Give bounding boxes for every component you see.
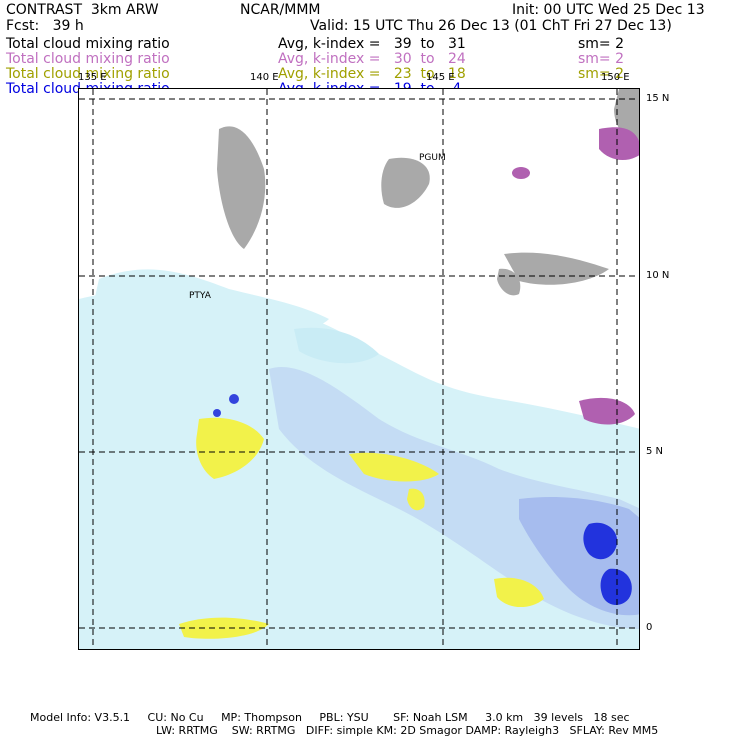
deep-blue-cloud-spot-2 xyxy=(213,409,221,417)
station-label-pgum: PGUM xyxy=(419,153,446,163)
lat-label-15n: 15 N xyxy=(646,93,670,104)
mid-blue-cloud-region xyxy=(269,367,639,629)
yellow-cloud-east xyxy=(494,577,544,608)
field-2-range: Avg, k-index = 30 to 24 xyxy=(278,51,466,67)
yellow-cloud-small xyxy=(407,488,425,511)
field-3-name: Total cloud mixing ratio xyxy=(6,66,170,82)
field-1-range: Avg, k-index = 39 to 31 xyxy=(278,36,466,52)
field-3-sm: sm= 2 xyxy=(578,66,625,82)
lat-label-0: 0 xyxy=(646,622,653,633)
valid-time: Valid: 15 UTC Thu 26 Dec 13 (01 ChT Fri … xyxy=(310,18,672,34)
lat-label-10n: 10 N xyxy=(646,270,670,281)
model-info-line-2: LW: RRTMG SW: RRTMG DIFF: simple KM: 2D … xyxy=(156,724,659,737)
field-1-sm: sm= 2 xyxy=(578,36,625,52)
field-3-range: Avg, k-index = 23 to 18 xyxy=(278,66,466,82)
gray-cloud-pgum xyxy=(381,157,430,208)
forecast-hour: Fcst: 39 h xyxy=(6,18,84,34)
purple-cloud-small xyxy=(512,167,530,179)
lat-label-5n: 5 N xyxy=(646,446,664,457)
map-canvas xyxy=(79,89,639,649)
yellow-cloud-west xyxy=(196,417,264,479)
station-label-ptya: PTYA xyxy=(189,291,211,301)
purple-cloud-ne xyxy=(599,127,639,160)
lon-label-140: 140 E xyxy=(250,72,279,83)
deep-blue-cloud-spot xyxy=(229,394,239,404)
graticule xyxy=(79,89,639,649)
deep-blue-cloud-2 xyxy=(600,568,632,605)
deep-blue-cloud-1 xyxy=(583,522,618,560)
yellow-cloud-mid xyxy=(349,452,439,482)
gray-cloud-northeast xyxy=(504,252,609,285)
light-blue-cloud-patch-north xyxy=(89,269,329,335)
gray-cloud-north xyxy=(217,126,266,249)
gray-cloud-10n xyxy=(497,268,521,296)
model-info-line-1: Model Info: V3.5.1 CU: No Cu MP: Thompso… xyxy=(30,711,630,724)
field-1-name: Total cloud mixing ratio xyxy=(6,36,170,52)
lon-label-135: 135 E xyxy=(78,72,107,83)
init-time: Init: 00 UTC Wed 25 Dec 13 xyxy=(512,2,705,18)
weather-map: PGUM PTYA xyxy=(78,88,640,650)
light-blue-cloud-patch-2 xyxy=(294,327,379,364)
purple-cloud-east xyxy=(579,397,635,425)
field-2-sm: sm= 2 xyxy=(578,51,625,67)
field-2-name: Total cloud mixing ratio xyxy=(6,51,170,67)
lon-label-145: 145 E xyxy=(426,72,455,83)
lon-label-150: 150 E xyxy=(601,72,630,83)
org-label: NCAR/MMM xyxy=(240,2,321,18)
model-title: CONTRAST 3km ARW xyxy=(6,2,159,18)
